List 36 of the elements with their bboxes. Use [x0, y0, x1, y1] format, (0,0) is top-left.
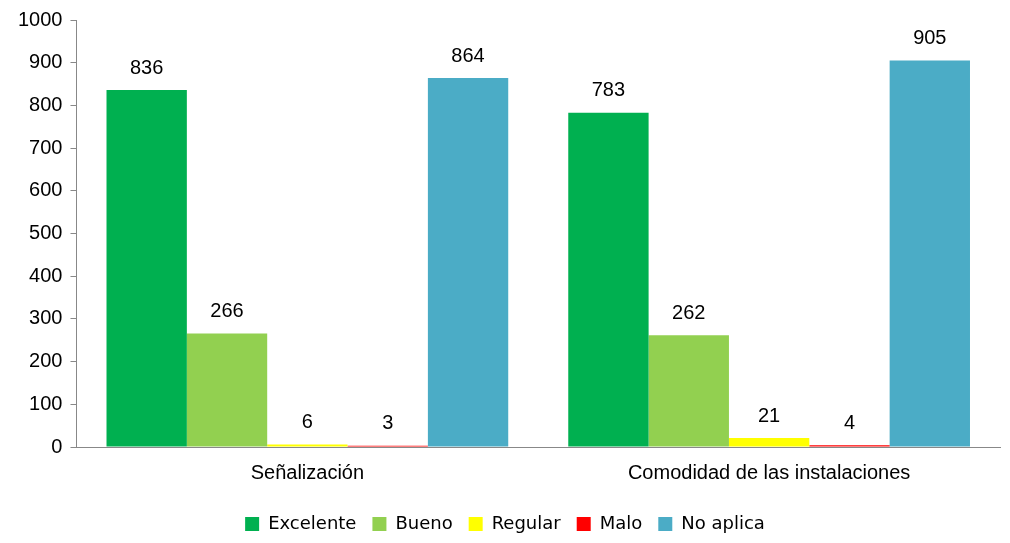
x-tick-label: Señalización	[250, 460, 365, 483]
data-label: 262	[672, 300, 706, 323]
data-label: 21	[758, 403, 781, 426]
y-tick-label: 300	[29, 306, 63, 329]
y-tick-label: 1000	[17, 7, 63, 30]
bar	[568, 112, 649, 447]
legend-label: Bueno	[395, 511, 453, 533]
data-label: 905	[913, 26, 947, 49]
bar	[267, 444, 348, 447]
x-tick-label: Comodidad de las instalaciones	[627, 460, 911, 483]
legend-label: Malo	[599, 511, 643, 533]
data-label: 783	[591, 78, 626, 101]
y-tick-label: 200	[29, 349, 63, 372]
legend-label: Regular	[491, 511, 562, 533]
data-label: 266	[210, 298, 244, 321]
bar	[427, 78, 509, 447]
y-tick-label: 0	[51, 434, 63, 457]
y-tick-label: 900	[29, 50, 63, 73]
bar	[106, 90, 187, 447]
bar	[186, 333, 268, 447]
data-label: 836	[129, 55, 164, 78]
y-tick-label: 100	[29, 391, 63, 414]
data-label: 6	[301, 409, 313, 432]
y-tick-label: 400	[29, 263, 63, 286]
y-tick-label: 500	[29, 221, 63, 244]
data-label: 4	[843, 410, 856, 433]
legend-label: No aplica	[681, 511, 765, 533]
bar	[728, 438, 810, 447]
y-tick-label: 600	[29, 178, 63, 201]
data-label: 3	[382, 411, 394, 434]
bar	[889, 60, 970, 447]
y-tick-label: 700	[29, 135, 63, 158]
data-label: 864	[451, 43, 485, 66]
y-tick-label: 800	[29, 92, 63, 115]
legend-label: Excelente	[268, 511, 357, 533]
bar	[648, 335, 729, 447]
